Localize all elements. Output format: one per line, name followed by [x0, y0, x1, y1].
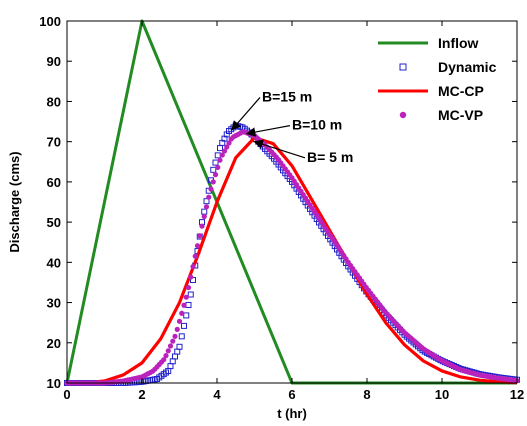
x-axis-label: t (hr) [277, 406, 307, 421]
x-tick-label: 2 [138, 387, 145, 402]
data-point [181, 302, 187, 308]
plot-frame [66, 20, 518, 384]
data-point [215, 164, 221, 171]
data-point [199, 223, 205, 229]
data-point [203, 204, 210, 210]
series-layer [64, 19, 520, 386]
legend-label: MC-CP [438, 83, 484, 99]
data-point [192, 253, 198, 259]
data-point [206, 194, 212, 200]
x-tick-label: 0 [63, 387, 70, 402]
data-point [190, 264, 196, 270]
data-point [176, 343, 183, 350]
y-tick-label: 30 [47, 296, 61, 311]
annotation-layer: B=15 m B=10 m B= 5 m [231, 88, 353, 165]
annotation-arrow [253, 139, 306, 159]
data-point [217, 157, 223, 163]
data-point [185, 284, 192, 291]
data-point [174, 348, 181, 355]
data-point [181, 322, 187, 329]
data-point [170, 338, 176, 344]
legend: Inflow Dynamic MC-CP MC-VP [378, 35, 497, 123]
annotation-label: B=10 m [292, 117, 342, 133]
data-point [201, 208, 208, 215]
y-tick-label: 60 [47, 175, 61, 190]
annotation-arrow [231, 97, 261, 131]
data-point [161, 357, 167, 363]
data-point [217, 145, 223, 152]
x-tick-label: 10 [435, 387, 449, 402]
data-point [176, 318, 183, 324]
data-point [165, 348, 171, 354]
y-tick-label: 70 [47, 135, 61, 150]
data-point [183, 294, 189, 300]
y-tick-label: 90 [47, 54, 61, 69]
data-point [201, 213, 207, 220]
data-point [221, 148, 228, 154]
data-point [212, 172, 219, 178]
annotation-arrow [245, 125, 291, 137]
data-point [172, 353, 178, 360]
data-point [188, 274, 194, 280]
data-point [169, 358, 176, 365]
data-point [208, 186, 214, 192]
series-line [65, 19, 517, 385]
y-axis-label: Discharge (cms) [7, 151, 22, 252]
y-tick-label: 20 [47, 336, 61, 351]
data-point [172, 333, 178, 339]
data-point [219, 152, 225, 158]
data-point [212, 159, 219, 166]
x-tick-label: 6 [288, 387, 295, 402]
legend-label: MC-VP [438, 107, 483, 123]
data-point [163, 353, 169, 359]
y-tick-label: 100 [39, 14, 61, 29]
data-point [178, 333, 185, 340]
y-tick-label: 80 [47, 94, 61, 109]
data-point [183, 312, 190, 319]
data-point [167, 363, 174, 370]
y-tick-label: 50 [47, 215, 61, 230]
data-point [214, 152, 221, 159]
y-tick-label: 40 [47, 255, 61, 270]
x-tick-label: 4 [213, 387, 221, 402]
data-point [187, 291, 194, 298]
legend-marker [399, 111, 407, 119]
data-point [210, 166, 217, 173]
data-point [203, 198, 210, 205]
data-point [179, 310, 185, 316]
data-point [197, 233, 203, 239]
series-line [67, 136, 518, 385]
data-point [226, 140, 232, 146]
y-tick-label: 10 [47, 376, 61, 391]
data-point [174, 326, 180, 332]
annotation-label: B=15 m [262, 88, 312, 104]
legend-marker [399, 63, 407, 71]
data-point [167, 343, 174, 349]
data-point [224, 144, 230, 150]
tick-layer: 0 2 4 6 8 10 12 10 20 30 40 50 60 70 80 90 100 [39, 14, 524, 402]
x-tick-label: 8 [363, 387, 370, 402]
data-point [185, 301, 192, 308]
x-tick-label: 12 [510, 387, 524, 402]
legend-label: Inflow [438, 35, 479, 51]
data-point [210, 179, 216, 185]
data-point [194, 243, 201, 249]
legend-label: Dynamic [438, 59, 497, 75]
annotation-label: B= 5 m [307, 149, 353, 165]
